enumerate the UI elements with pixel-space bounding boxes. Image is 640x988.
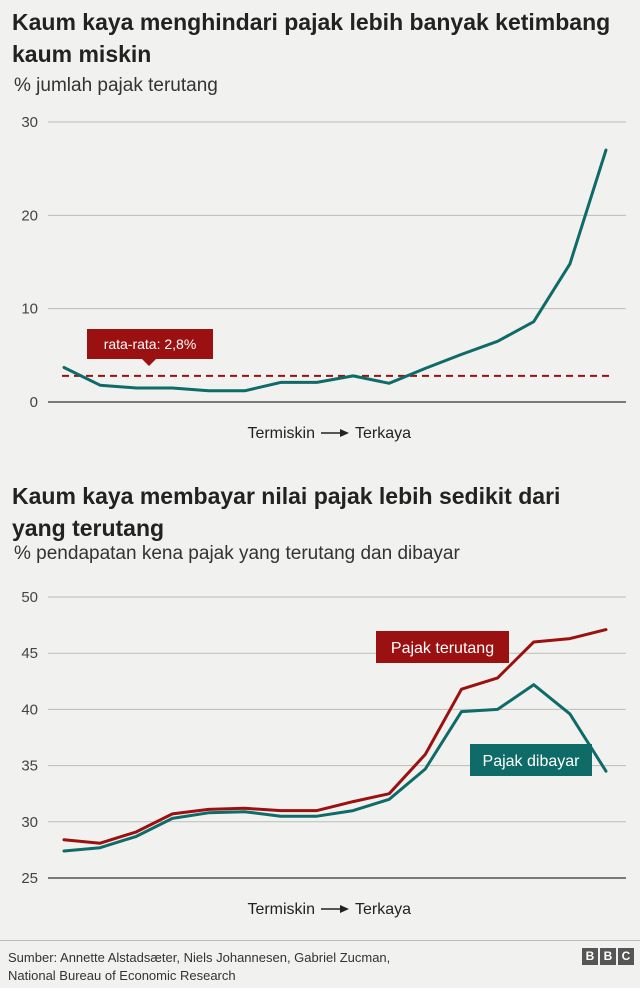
chart1-y-ticks: 0 10 20 30	[21, 114, 38, 411]
bbc-logo-letter: C	[618, 948, 634, 965]
y-tick-label: 50	[21, 589, 38, 606]
bbc-logo-letter: B	[582, 948, 598, 965]
chart1-average-label: rata-rata: 2,8%	[104, 336, 197, 352]
chart2-plot: 25 30 35 40 45 50 Pajak terutang Pajak dibaya…	[21, 589, 626, 918]
footer-divider	[0, 940, 640, 941]
chart2-owed-label: Pajak terutang	[391, 640, 494, 657]
y-tick-label: 0	[30, 394, 38, 411]
y-tick-label: 45	[21, 645, 38, 662]
y-tick-label: 30	[21, 114, 38, 131]
chart2-series	[62, 628, 608, 853]
chart1-average-annotation: rata-rata: 2,8%	[87, 329, 213, 366]
y-tick-label: 30	[21, 814, 38, 831]
chart2-gridlines	[48, 596, 626, 879]
chart2-x-label-right: Terkaya	[355, 901, 411, 918]
chart2-y-ticks: 25 30 35 40 45 50	[21, 589, 38, 887]
chart1-plot: 0 10 20 30 rata-rata: 2,8% Termiskin Terkay…	[21, 114, 626, 442]
chart2-owed-label-box	[376, 631, 509, 663]
chart2-title: Kaum kaya membayar nilai pajak lebih sed…	[12, 483, 561, 541]
chart2-x-arrowhead	[340, 905, 349, 913]
bbc-logo: B B C	[582, 948, 634, 965]
y-tick-label: 20	[21, 207, 38, 224]
series-line-1	[62, 683, 608, 853]
y-tick-label: 25	[21, 870, 38, 887]
y-tick-label: 10	[21, 301, 38, 318]
bbc-logo-letter: B	[600, 948, 616, 965]
series-line-0	[62, 628, 608, 845]
chart1-gridlines	[48, 121, 626, 403]
chart1-x-label-right: Terkaya	[355, 425, 411, 442]
chart2-series-label-paid: Pajak dibayar	[470, 744, 592, 776]
chart1-x-label-left: Termiskin	[247, 425, 315, 442]
chart2-x-label-left: Termiskin	[247, 901, 315, 918]
chart1-title: Kaum kaya menghindari pajak lebih banyak…	[12, 9, 611, 67]
source-note: Sumber: Annette Alstadsæter, Niels Johan…	[8, 949, 488, 985]
chart1-x-caption: Termiskin Terkaya	[247, 425, 411, 442]
chart2-paid-label: Pajak dibayar	[483, 753, 581, 770]
chart1-subtitle: % jumlah pajak terutang	[14, 75, 218, 96]
source-line-1: Sumber: Annette Alstadsæter, Niels Johan…	[8, 950, 391, 965]
series-line-0	[62, 148, 608, 393]
chart1-series	[62, 148, 608, 393]
chart2-series-label-owed: Pajak terutang	[376, 631, 509, 663]
y-tick-label: 35	[21, 758, 38, 775]
y-tick-label: 40	[21, 701, 38, 718]
chart2-subtitle: % pendapatan kena pajak yang terutang da…	[14, 543, 460, 564]
chart1-average-label-box	[87, 329, 213, 366]
chart2-x-caption: Termiskin Terkaya	[247, 901, 411, 918]
source-line-2: National Bureau of Economic Research	[8, 968, 236, 983]
chart2-paid-label-box	[470, 744, 592, 776]
chart1-x-arrowhead	[340, 429, 349, 437]
